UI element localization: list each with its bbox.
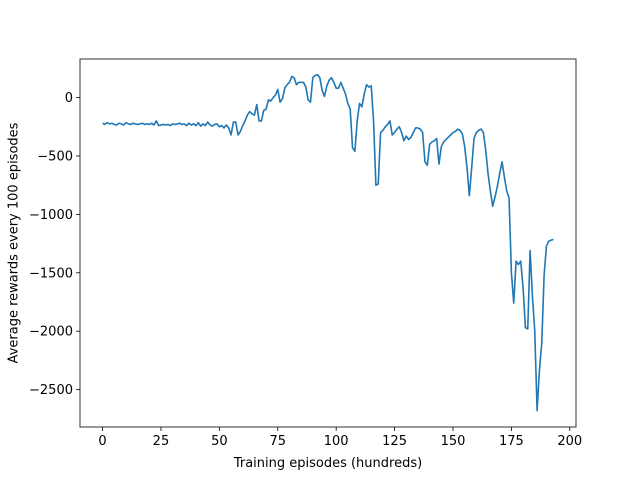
x-tick-label: 25 [153, 434, 170, 449]
x-tick-label: 125 [382, 434, 407, 449]
x-tick-label: 100 [324, 434, 349, 449]
y-tick-label: −500 [37, 149, 73, 164]
y-tick-label: −2000 [29, 325, 73, 340]
data-line [102, 73, 554, 412]
x-tick-label: 150 [441, 434, 466, 449]
x-tick-label: 200 [557, 434, 582, 449]
x-tick-label: 75 [269, 434, 286, 449]
y-axis-label: Average rewards every 100 episodes [7, 122, 22, 363]
y-tick-label: −1000 [29, 208, 73, 223]
x-tick-label: 50 [211, 434, 228, 449]
x-tick-label: 175 [499, 434, 524, 449]
y-tick-label: −2500 [29, 383, 73, 398]
axes-frame [79, 58, 577, 428]
y-tick-label: 0 [65, 91, 73, 106]
y-tick-label: −1500 [29, 266, 73, 281]
x-axis-label: Training episodes (hundreds) [233, 456, 422, 471]
x-tick-label: 0 [98, 434, 106, 449]
